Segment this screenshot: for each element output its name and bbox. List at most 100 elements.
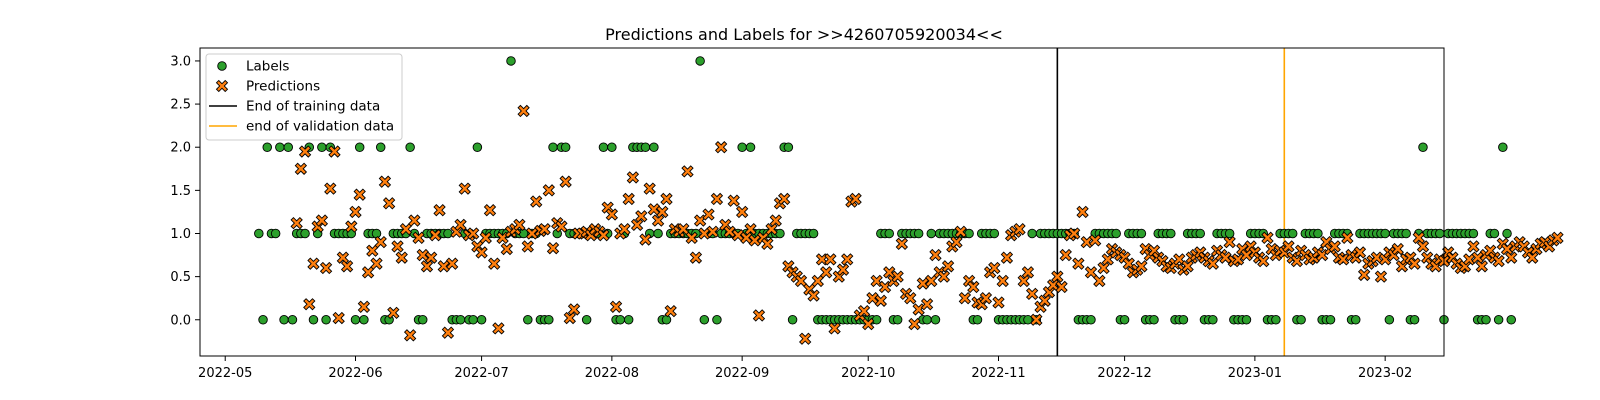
label-point xyxy=(1409,315,1420,325)
prediction-point xyxy=(958,292,972,305)
label-point xyxy=(884,228,894,239)
prediction-point xyxy=(714,141,728,154)
prediction-point xyxy=(693,214,707,227)
prediction-point xyxy=(517,104,530,118)
prediction-point xyxy=(920,298,934,311)
prediction-point xyxy=(458,182,471,195)
y-tick-label: 2.5 xyxy=(170,98,191,113)
prediction-point xyxy=(891,270,904,283)
x-tick-label: 2022-07 xyxy=(454,366,508,381)
prediction-point xyxy=(912,303,925,316)
prediction-point xyxy=(416,248,429,262)
prediction-point xyxy=(950,235,963,249)
prediction-point xyxy=(1030,313,1043,326)
prediction-point xyxy=(1505,251,1518,264)
label-point xyxy=(283,142,294,152)
prediction-point xyxy=(1122,257,1135,270)
prediction-point xyxy=(370,257,383,270)
prediction-point xyxy=(647,203,661,216)
prediction-point xyxy=(685,231,698,244)
prediction-point xyxy=(488,257,501,270)
label-point xyxy=(560,142,571,152)
prediction-point xyxy=(328,145,341,158)
label-point xyxy=(1271,315,1281,325)
prediction-point xyxy=(622,192,635,206)
prediction-point xyxy=(618,223,631,236)
prediction-point xyxy=(740,231,753,244)
x-tick-label: 2022-05 xyxy=(198,366,252,381)
prediction-point xyxy=(1467,240,1480,253)
label-point xyxy=(787,315,798,325)
prediction-point xyxy=(862,317,875,331)
prediction-point xyxy=(925,274,938,288)
prediction-point xyxy=(824,253,837,266)
prediction-point xyxy=(1219,251,1232,264)
prediction-point xyxy=(1282,240,1295,253)
prediction-point xyxy=(769,214,782,227)
prediction-point xyxy=(382,197,396,210)
prediction-point xyxy=(643,182,656,195)
prediction-point xyxy=(391,240,404,253)
prediction-point xyxy=(492,322,505,335)
label-point xyxy=(640,142,651,152)
prediction-point xyxy=(1290,254,1304,268)
prediction-point xyxy=(475,246,488,259)
prediction-point xyxy=(1118,251,1131,264)
prediction-point xyxy=(1000,251,1014,264)
prediction-point xyxy=(340,260,354,273)
prediction-point xyxy=(1492,254,1505,268)
prediction-point xyxy=(1038,294,1051,307)
label-point xyxy=(1384,315,1395,325)
prediction-point xyxy=(563,311,577,325)
prediction-point xyxy=(1076,205,1089,219)
prediction-point xyxy=(735,205,749,219)
prediction-point xyxy=(996,274,1009,288)
label-point xyxy=(270,228,281,239)
label-point xyxy=(443,228,453,239)
label-point xyxy=(1506,315,1516,325)
prediction-point xyxy=(929,248,942,262)
prediction-point xyxy=(664,304,677,318)
prediction-point xyxy=(525,227,539,240)
label-point xyxy=(468,315,478,325)
prediction-point xyxy=(1093,274,1106,288)
prediction-point xyxy=(324,182,337,195)
prediction-point xyxy=(916,277,930,290)
prediction-point xyxy=(1173,253,1186,266)
prediction-point xyxy=(467,227,480,240)
prediction-point xyxy=(1500,242,1514,256)
label-point xyxy=(930,315,941,325)
label-point xyxy=(615,315,626,325)
label-point xyxy=(989,228,1000,239)
label-point xyxy=(417,315,428,325)
prediction-point xyxy=(357,300,371,313)
prediction-point xyxy=(702,208,715,221)
prediction-point xyxy=(752,309,766,322)
label-point xyxy=(737,142,747,152)
legend-entry-1: Predictions xyxy=(215,79,320,95)
prediction-point xyxy=(479,231,492,244)
prediction-point xyxy=(681,165,694,178)
label-point xyxy=(321,315,331,325)
legend-entry-2: End of training data xyxy=(209,99,380,115)
prediction-point xyxy=(1261,231,1274,244)
x-axis: 2022-05 2022-06 2022-07 2022-08 2022-09 2022-… xyxy=(198,356,1412,381)
label-point xyxy=(308,315,319,325)
prediction-point xyxy=(778,192,791,206)
prediction-point xyxy=(353,188,366,201)
prediction-point xyxy=(799,332,812,345)
prediction-point xyxy=(656,205,669,219)
prediction-point xyxy=(441,326,455,339)
prediction-point xyxy=(332,311,345,325)
prediction-point xyxy=(689,251,703,264)
prediction-point xyxy=(496,231,509,244)
x-tick-label: 2022-08 xyxy=(585,366,639,381)
prediction-point xyxy=(1097,261,1110,275)
label-point xyxy=(783,142,794,152)
prediction-point xyxy=(530,195,543,208)
label-point xyxy=(1166,228,1176,239)
prediction-point xyxy=(1072,257,1085,270)
x-tick-label: 2022-11 xyxy=(971,366,1025,381)
prediction-point xyxy=(1526,251,1539,264)
